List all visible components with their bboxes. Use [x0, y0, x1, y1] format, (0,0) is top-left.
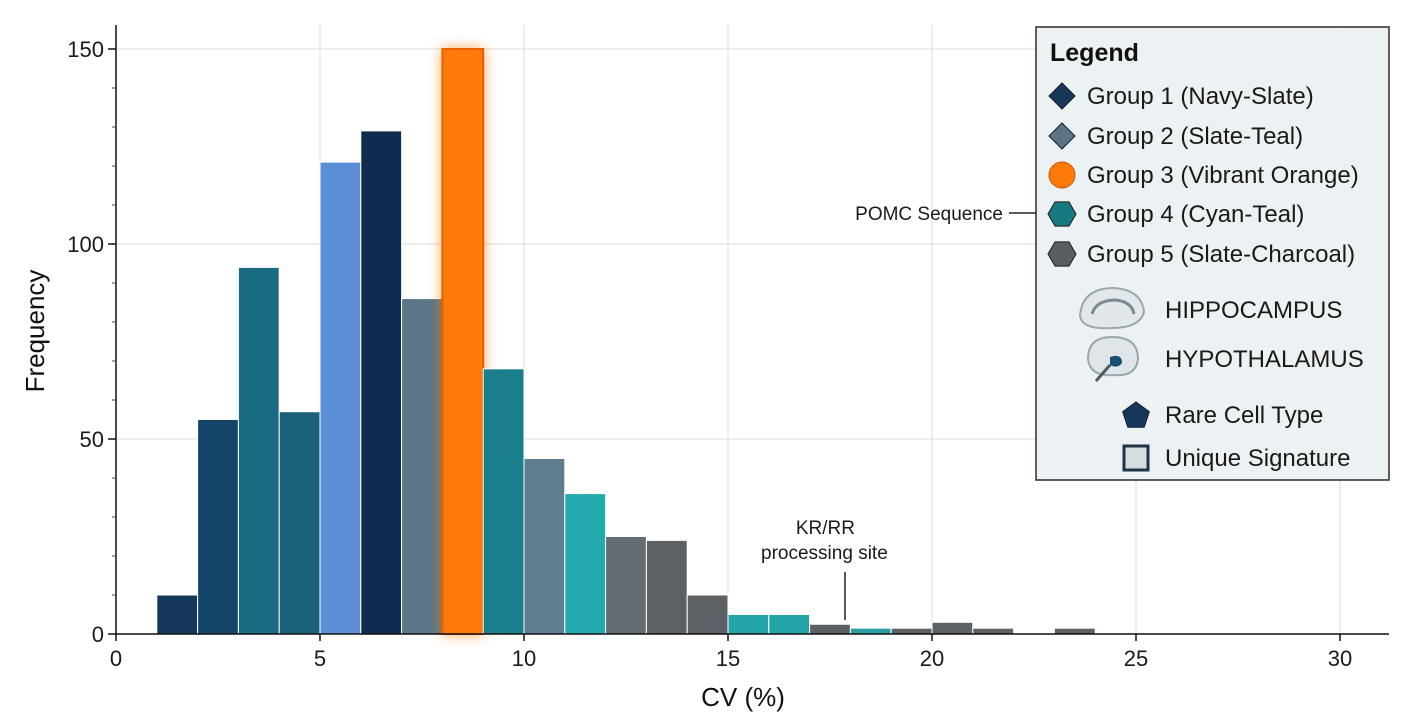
hippocampus-curve: [1090, 298, 1136, 315]
histogram-bar: [768, 614, 811, 635]
y-tick-label: 100: [67, 232, 104, 257]
histogram-bar: [441, 48, 485, 635]
histogram-bar: [645, 539, 688, 635]
legend-entry-label: Rare Cell Type: [1165, 402, 1323, 429]
diamond-icon: [1048, 82, 1076, 110]
histogram-bar: [278, 411, 321, 635]
hexagon-icon: [1047, 201, 1077, 227]
bars: [156, 48, 1096, 635]
pentagon-icon: [1122, 401, 1150, 428]
histogram-bar: [931, 621, 974, 635]
hexagon-icon: [1047, 241, 1077, 267]
annotations: KR/RR processing site POMC Sequence: [761, 204, 1040, 620]
legend-entry-label: HIPPOCAMPUS: [1165, 297, 1342, 324]
hypothalamus-outline: [1086, 335, 1140, 377]
x-tick-label: 25: [1124, 646, 1148, 671]
circle-icon: [1048, 161, 1076, 189]
diamond-shape: [1048, 122, 1076, 150]
histogram-bar: [727, 614, 770, 635]
histogram-bar: [482, 368, 525, 635]
y-axis-title: Frequency: [20, 270, 50, 393]
histogram-bar: [890, 627, 933, 635]
x-tick-label: 0: [110, 646, 122, 671]
hypothalamus-stem: [1094, 364, 1112, 382]
y-tick-label: 50: [80, 427, 104, 452]
legend-entries: Group 1 (Navy-Slate) Group 2 (Slate-Teal)…: [1047, 82, 1364, 472]
x-tick-label: 15: [716, 646, 740, 671]
legend-entry-label: Group 3 (Vibrant Orange): [1087, 162, 1359, 189]
histogram-bar: [523, 458, 566, 635]
histogram-bar: [197, 419, 239, 635]
circle-shape: [1048, 161, 1076, 189]
x-tick-label: 5: [314, 646, 326, 671]
hexagon-shape: [1047, 201, 1077, 227]
square-icon: [1122, 444, 1150, 472]
histogram-bar: [605, 536, 647, 635]
hexagon-shape: [1047, 241, 1077, 267]
histogram-bar: [972, 627, 1015, 635]
axes: 0 50 100 150 0 5 10 15 20 25 30: [67, 25, 1389, 671]
x-tick-label: 10: [512, 646, 536, 671]
diamond-shape: [1048, 82, 1076, 110]
legend-entry-label: Group 4 (Cyan-Teal): [1087, 201, 1304, 228]
pentagon-shape: [1122, 401, 1150, 428]
annotation-pomc-text: POMC Sequence: [855, 204, 1003, 225]
square-shape: [1122, 444, 1150, 472]
hypothalamus-region: [1110, 355, 1122, 367]
legend-title: Legend: [1050, 39, 1139, 67]
histogram-bar: [564, 493, 607, 635]
x-tick-label: 30: [1328, 646, 1352, 671]
legend-entry-label: Group 2 (Slate-Teal): [1087, 123, 1303, 150]
legend-entry-label: Group 1 (Navy-Slate): [1087, 83, 1314, 110]
x-axis-title: CV (%): [701, 682, 785, 712]
x-tick-label: 20: [920, 646, 944, 671]
histogram-bar: [360, 130, 403, 635]
hypothalamus-icon: [1086, 335, 1140, 382]
diamond-icon: [1048, 122, 1076, 150]
legend: Legend Group 1 (Navy-Slate) Group 2 (Slat…: [1035, 26, 1390, 481]
histogram-bar: [237, 266, 280, 635]
hippocampus-outline: [1078, 286, 1146, 330]
legend-entry-label: HYPOTHALAMUS: [1165, 346, 1364, 373]
histogram-bar: [809, 623, 851, 635]
y-tick-label: 150: [67, 37, 104, 62]
histogram-bar: [1053, 627, 1096, 635]
legend-box: [1035, 26, 1390, 481]
annotation-kr-rr-text: KR/RR: [796, 518, 855, 539]
histogram-bar: [686, 594, 729, 635]
histogram-bar: [849, 627, 892, 635]
legend-entry-label: Group 5 (Slate-Charcoal): [1087, 241, 1355, 268]
annotation-kr-rr-text: processing site: [761, 543, 888, 564]
histogram-bar: [401, 298, 443, 635]
legend-entry-label: Unique Signature: [1165, 445, 1350, 472]
histogram-bar: [156, 594, 199, 635]
histogram-bar: [319, 161, 362, 635]
hippocampus-icon: [1078, 286, 1146, 330]
y-tick-label: 0: [92, 622, 104, 647]
